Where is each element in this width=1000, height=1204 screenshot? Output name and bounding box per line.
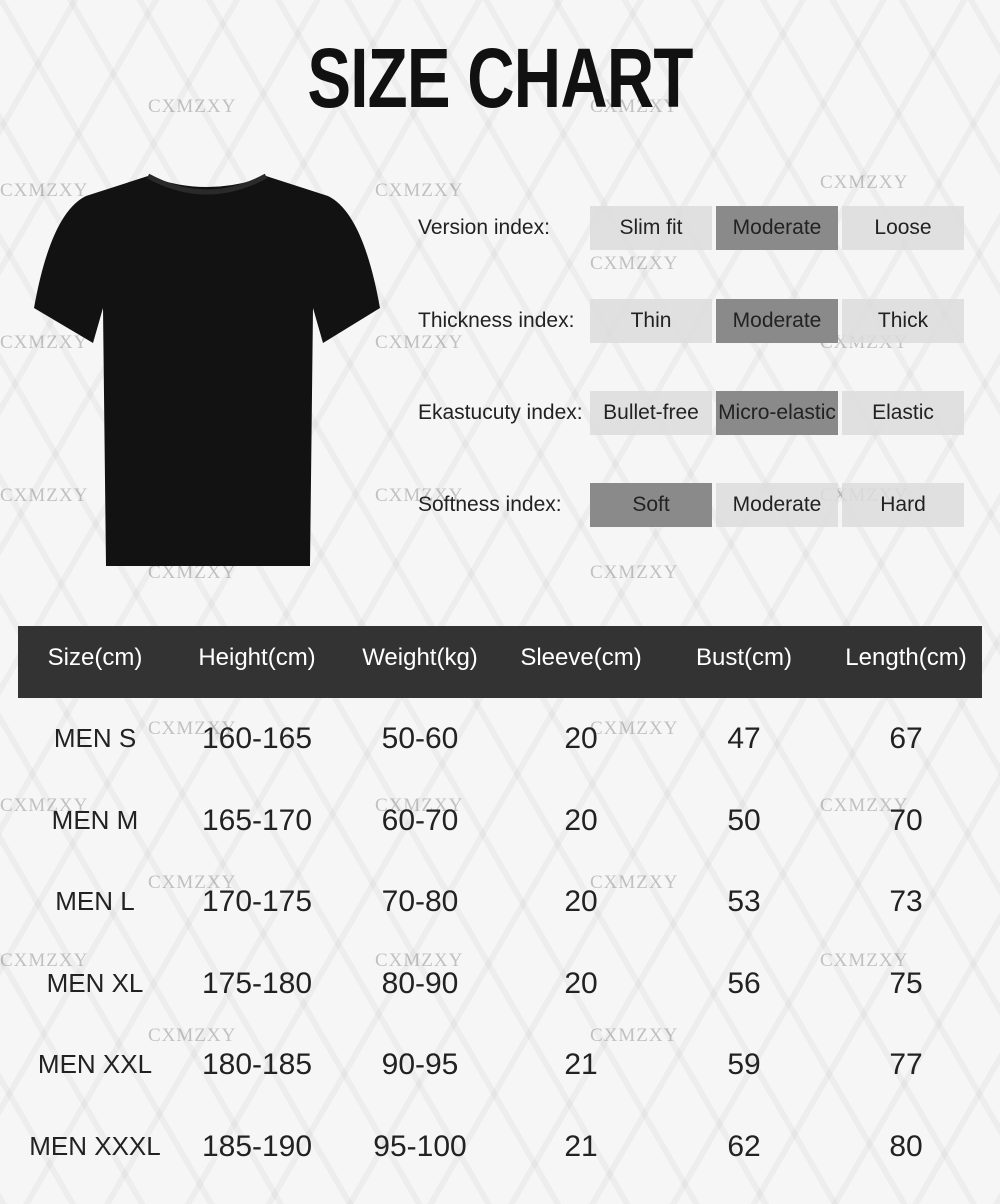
table-cell: 90-95 <box>381 1048 459 1081</box>
table-cell: 185-190 <box>201 1129 313 1163</box>
watermark-text: CXMZXY <box>0 950 89 971</box>
table-cell: 20 <box>564 885 598 918</box>
watermark-text: CXMZXY <box>590 872 679 893</box>
table-cell: 50 <box>727 803 761 837</box>
watermark-text: CXMZXY <box>375 180 464 201</box>
watermark-text: CXMZXY <box>590 718 679 739</box>
watermark-text: CXMZXY <box>375 795 464 816</box>
watermark-text: CXMZXY <box>0 795 89 816</box>
table-header: Size(cm) Height(cm) Weight(kg) Sleeve(cm) Bu… <box>18 626 982 698</box>
page-title: SIZE CHART <box>307 31 693 125</box>
column-header: Bust(cm) <box>696 644 792 671</box>
table-cell: MEN XXXL <box>29 1130 161 1161</box>
table-cell: 60-70 <box>381 803 459 837</box>
table-row: MEN M 165-170 60-70 20 50 70 <box>18 780 982 861</box>
column-header: Weight(kg) <box>362 644 478 671</box>
index-option: Soft <box>590 483 712 527</box>
index-option: Slim fit <box>590 206 712 250</box>
watermark-text: CXMZXY <box>0 485 89 506</box>
column-header: Sleeve(cm) <box>520 644 642 671</box>
index-option: Moderate <box>716 206 838 250</box>
index-option: Elastic <box>842 391 964 435</box>
table-row: MEN XXXL 185-190 95-100 21 62 80 <box>18 1106 982 1187</box>
index-option: Moderate <box>716 483 838 527</box>
table-cell: MEN XL <box>46 967 144 998</box>
table-cell: MEN S <box>53 723 137 753</box>
table-row: MEN S 160-165 50-60 20 47 67 <box>18 698 982 779</box>
table-cell: 180-185 <box>201 1048 313 1081</box>
watermark-text: CXMZXY <box>375 332 464 353</box>
watermark-text: CXMZXY <box>820 172 909 193</box>
watermark-text: CXMZXY <box>590 1025 679 1046</box>
index-option: Micro-elastic <box>716 391 838 435</box>
table-cell: 160-165 <box>201 722 313 755</box>
watermark-text: CXMZXY <box>0 332 89 353</box>
watermark-text: CXMZXY <box>148 96 237 117</box>
table-cell: MEN M <box>51 804 139 835</box>
column-header: Size(cm) <box>47 644 143 671</box>
table-cell: 77 <box>889 1048 923 1081</box>
table-cell: 62 <box>727 1129 761 1163</box>
table-cell: MEN L <box>55 886 135 916</box>
index-label: Thickness index: <box>418 309 575 332</box>
table-cell: 75 <box>889 966 923 1000</box>
watermark-text: CXMZXY <box>375 950 464 971</box>
index-option: Bullet-free <box>590 391 712 435</box>
table-cell: 20 <box>564 722 598 755</box>
index-label: Softness index: <box>418 493 562 516</box>
table-cell: MEN XXL <box>37 1049 153 1079</box>
table-cell: 80-90 <box>381 966 459 1000</box>
table-cell: 73 <box>889 885 923 918</box>
watermark-text: CXMZXY <box>148 562 237 583</box>
table-cell: 80 <box>889 1129 923 1163</box>
watermark-text: CXMZXY <box>148 1025 237 1046</box>
watermark-text: CXMZXY <box>148 718 237 739</box>
table-cell: 70-80 <box>381 885 459 918</box>
table-cell: 59 <box>727 1048 761 1081</box>
watermark-text: CXMZXY <box>148 872 237 893</box>
index-option: Moderate <box>716 299 838 343</box>
watermark-text: CXMZXY <box>375 485 464 506</box>
tshirt-image <box>34 173 380 566</box>
table-cell: 170-175 <box>201 885 313 918</box>
table-cell: 53 <box>727 885 761 918</box>
watermark-text: CXMZXY <box>590 96 679 117</box>
table-cell: 20 <box>564 803 598 837</box>
table-row: MEN XXL 180-185 90-95 21 59 77 <box>18 1024 982 1105</box>
table-cell: 20 <box>564 966 598 1000</box>
column-header: Length(cm) <box>845 644 967 671</box>
table-row: MEN L 170-175 70-80 20 53 73 <box>18 861 982 942</box>
index-label: Version index: <box>418 216 550 239</box>
table-cell: 47 <box>727 722 761 755</box>
index-option: Hard <box>842 483 964 527</box>
table-cell: 95-100 <box>373 1129 467 1163</box>
index-option: Thick <box>842 299 964 343</box>
table-cell: 70 <box>889 803 923 837</box>
table-cell: 21 <box>564 1129 598 1163</box>
table-cell: 67 <box>889 722 923 755</box>
index-label: Ekastucuty index: <box>418 401 583 424</box>
table-cell: 50-60 <box>381 722 459 755</box>
table-cell: 56 <box>727 966 761 1000</box>
table-row: MEN XL 175-180 80-90 20 56 75 <box>18 943 982 1024</box>
watermark-text: CXMZXY <box>590 562 679 583</box>
column-header: Height(cm) <box>198 644 316 671</box>
table-cell: 21 <box>564 1048 598 1081</box>
watermark-text: CXMZXY <box>0 180 89 201</box>
watermark-text: CXMZXY <box>820 795 909 816</box>
index-option: Loose <box>842 206 964 250</box>
watermark-text: CXMZXY <box>820 950 909 971</box>
index-option: Thin <box>590 299 712 343</box>
watermark-text: CXMZXY <box>590 253 679 274</box>
table-cell: 165-170 <box>201 803 313 837</box>
table-cell: 175-180 <box>201 966 313 1000</box>
